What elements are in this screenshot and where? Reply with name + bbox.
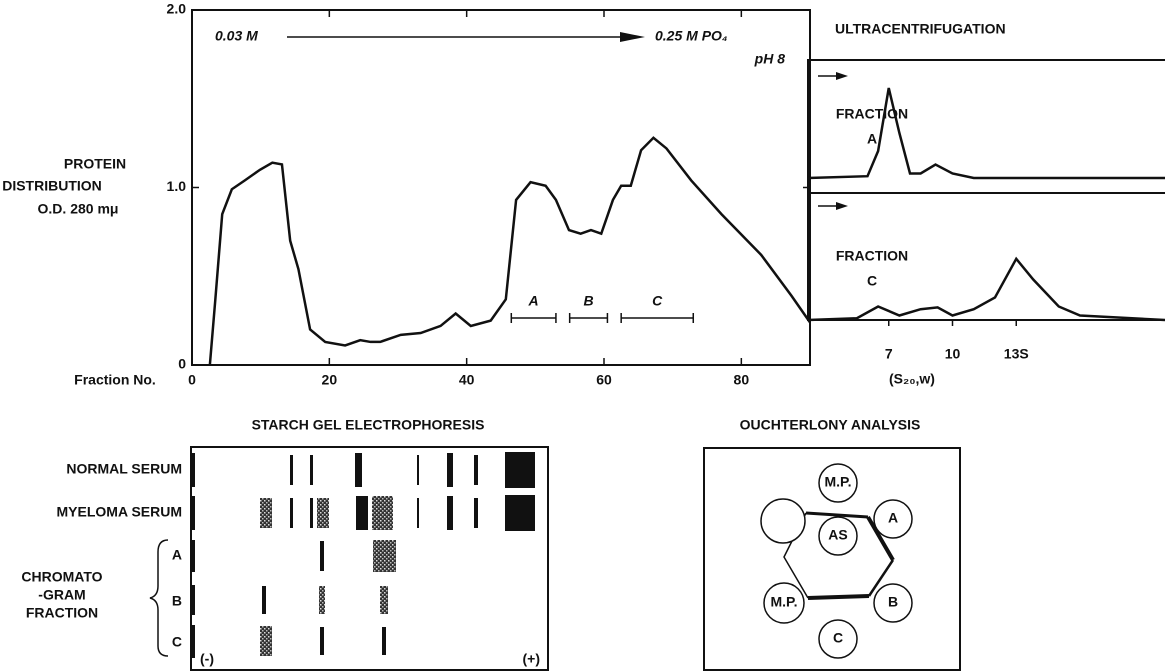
fraction-range (621, 313, 693, 323)
x-tick-label: 40 (459, 372, 475, 388)
protein-chart: 0.03 M 0.25 M PO₄ pH 8 PROTEIN DISTRIBUT… (2, 10, 810, 388)
panel-label: A (867, 131, 877, 147)
x-tick-label: 7 (885, 346, 893, 362)
brace (150, 540, 168, 656)
x-axis-label: (S₂₀,w) (889, 371, 935, 387)
panel-frame (808, 60, 1165, 193)
annotation: pH 8 (754, 51, 786, 67)
x-tick-label: 80 (734, 372, 750, 388)
panel-title: STARCH GEL ELECTROPHORESIS (252, 417, 485, 433)
annotation: 0.03 M (215, 28, 258, 44)
arrow-head (836, 202, 848, 210)
arrow-head (836, 72, 848, 80)
arrow-head (620, 32, 645, 42)
well-label: M.P. (771, 594, 798, 610)
curve (210, 138, 810, 365)
annotation: 0.25 M PO₄ (655, 28, 728, 44)
figure: 0.03 M 0.25 M PO₄ pH 8 PROTEIN DISTRIBUT… (0, 0, 1165, 672)
panel-label: C (867, 273, 877, 289)
panel-title: ULTRACENTRIFUGATION (835, 21, 1006, 37)
well-label: B (888, 594, 898, 610)
panel-title: OUCHTERLONY ANALYSIS (740, 417, 921, 433)
x-axis-label: Fraction No. (74, 372, 156, 388)
gel-frame (191, 447, 548, 670)
pole-label: (-) (200, 651, 214, 667)
panel-label: FRACTION (836, 248, 908, 264)
group-label: CHROMATO (21, 569, 102, 585)
y-axis-label: O.D. 280 mμ (38, 201, 119, 217)
y-axis-label: DISTRIBUTION (2, 178, 102, 194)
range-label: C (652, 293, 663, 309)
well-label: C (833, 630, 843, 646)
row-label: B (172, 593, 182, 609)
well-label: AS (828, 527, 847, 543)
well-label: M.P. (825, 474, 852, 490)
x-tick-label: 20 (322, 372, 338, 388)
fraction-range (511, 313, 556, 323)
row-label: C (172, 634, 182, 650)
curve (808, 88, 1165, 178)
ultracentrifugation: ULTRACENTRIFUGATION FRACTION A FRACTION … (808, 21, 1165, 387)
y-tick-label: 0 (178, 356, 186, 372)
row-label: MYELOMA SERUM (57, 504, 182, 520)
y-tick-label: 2.0 (167, 1, 187, 17)
y-tick-label: 1.0 (167, 178, 187, 194)
well-label: A (888, 510, 898, 526)
x-tick-label: 60 (596, 372, 612, 388)
range-label: B (583, 293, 593, 309)
range-label: A (528, 293, 539, 309)
group-label: -GRAM (38, 587, 85, 603)
group-label: FRACTION (26, 605, 98, 621)
bands (191, 452, 535, 658)
ouchterlony: OUCHTERLONY ANALYSIS M.P. A AS B C M.P. (704, 417, 960, 670)
pole-label: (+) (523, 651, 541, 667)
y-axis-label: PROTEIN (64, 156, 126, 172)
row-label: NORMAL SERUM (66, 461, 182, 477)
x-tick-label: 10 (945, 346, 961, 362)
fraction-range (570, 313, 608, 323)
electrophoresis: STARCH GEL ELECTROPHORESIS NORMAL SERUM … (21, 417, 548, 670)
curve (808, 259, 1165, 320)
x-tick-label: 0 (188, 372, 196, 388)
x-tick-label: 13S (1004, 346, 1029, 362)
row-label: A (172, 547, 182, 563)
